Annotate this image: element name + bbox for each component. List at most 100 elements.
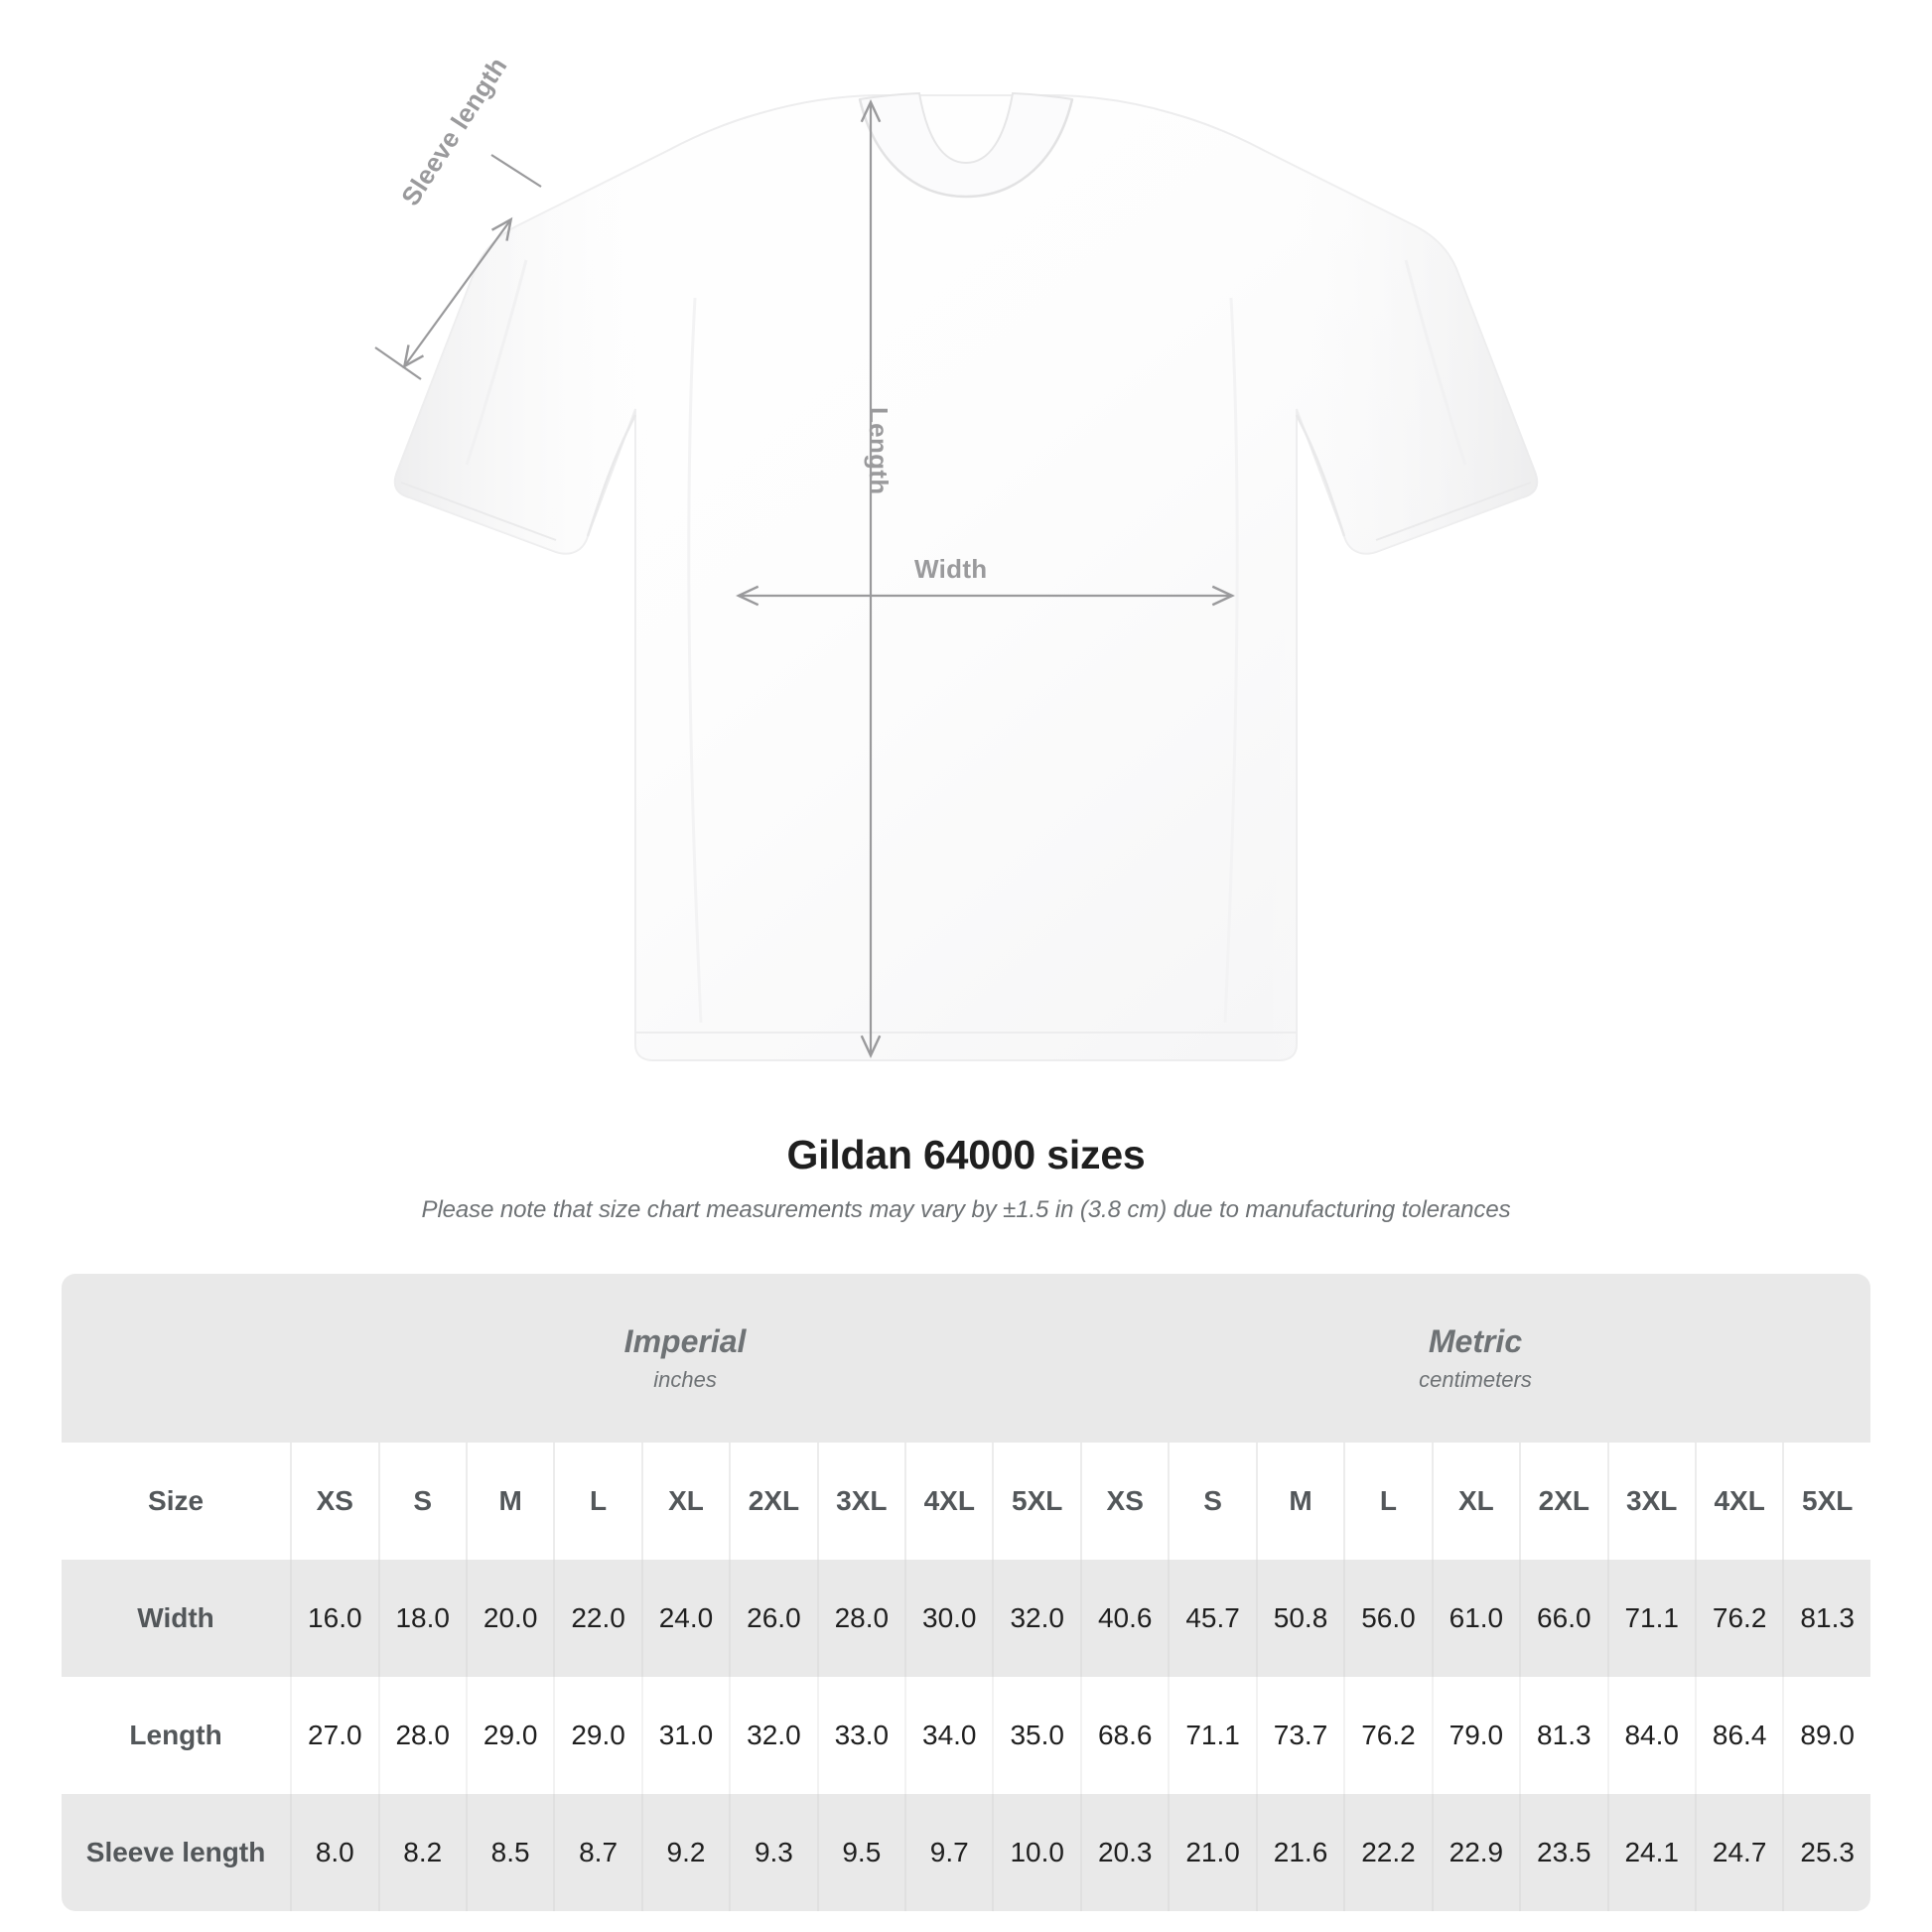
size-header-imperial-xl: XL	[640, 1443, 730, 1560]
size-header-metric-4xl: 4XL	[1694, 1443, 1783, 1560]
width-metric-xs: 40.6	[1079, 1560, 1169, 1677]
sleeve-imperial-xl: 9.2	[640, 1794, 730, 1911]
length-metric-4xl: 86.4	[1694, 1677, 1783, 1794]
table-row-sleeve-length: Sleeve length 8.0 8.2 8.5 8.7 9.2 9.3 9.…	[62, 1794, 1870, 1911]
row-label-sleeve-length: Sleeve length	[62, 1794, 291, 1911]
length-imperial-2xl: 32.0	[729, 1677, 817, 1794]
length-metric-l: 76.2	[1343, 1677, 1432, 1794]
width-imperial-xl: 24.0	[640, 1560, 730, 1677]
width-imperial-s: 18.0	[377, 1560, 466, 1677]
width-imperial-3xl: 28.0	[816, 1560, 905, 1677]
sleeve-tick-bottom	[374, 346, 422, 380]
sleeve-imperial-5xl: 10.0	[992, 1794, 1080, 1911]
length-label: Length	[864, 407, 894, 495]
size-header-metric-3xl: 3XL	[1606, 1443, 1695, 1560]
length-imperial-m: 29.0	[465, 1677, 554, 1794]
size-header-imperial-4xl: 4XL	[904, 1443, 993, 1560]
size-header-imperial-s: S	[377, 1443, 466, 1560]
sleeve-metric-2xl: 23.5	[1519, 1794, 1607, 1911]
length-imperial-3xl: 33.0	[816, 1677, 905, 1794]
tshirt-diagram: Sleeve length Length Width	[374, 52, 1539, 1061]
size-header-imperial-3xl: 3XL	[816, 1443, 905, 1560]
sleeve-dimension-line	[402, 216, 513, 369]
length-metric-xs: 68.6	[1079, 1677, 1169, 1794]
sleeve-imperial-3xl: 9.5	[816, 1794, 905, 1911]
size-table-wrapper: Imperial inches Metric centimeters Size …	[62, 1274, 1870, 1911]
length-imperial-s: 28.0	[377, 1677, 466, 1794]
length-imperial-4xl: 34.0	[904, 1677, 993, 1794]
width-imperial-2xl: 26.0	[729, 1560, 817, 1677]
size-header-metric-m: M	[1255, 1443, 1344, 1560]
unit-metric-sub: centimeters	[1419, 1367, 1532, 1393]
sleeve-imperial-2xl: 9.3	[729, 1794, 817, 1911]
length-metric-5xl: 89.0	[1782, 1677, 1870, 1794]
width-imperial-m: 20.0	[465, 1560, 554, 1677]
sleeve-imperial-xs: 8.0	[290, 1794, 378, 1911]
sleeve-metric-4xl: 24.7	[1694, 1794, 1783, 1911]
size-header-imperial-m: M	[465, 1443, 554, 1560]
width-metric-3xl: 71.1	[1606, 1560, 1695, 1677]
length-metric-s: 71.1	[1168, 1677, 1256, 1794]
row-label-width: Width	[62, 1560, 291, 1677]
length-metric-xl: 79.0	[1431, 1677, 1520, 1794]
size-header-row: Size XS S M L XL 2XL 3XL 4XL 5XL XS S M …	[62, 1443, 1870, 1560]
table-row-width: Width 16.0 18.0 20.0 22.0 24.0 26.0 28.0…	[62, 1560, 1870, 1677]
size-row-label: Size	[62, 1443, 291, 1560]
width-label: Width	[914, 554, 988, 584]
length-imperial-5xl: 35.0	[992, 1677, 1080, 1794]
width-metric-4xl: 76.2	[1694, 1560, 1783, 1677]
length-metric-m: 73.7	[1255, 1677, 1344, 1794]
unit-header-row: Imperial inches Metric centimeters	[62, 1274, 1870, 1443]
width-metric-s: 45.7	[1168, 1560, 1256, 1677]
width-imperial-l: 22.0	[553, 1560, 641, 1677]
size-header-metric-s: S	[1168, 1443, 1256, 1560]
sleeve-metric-s: 21.0	[1168, 1794, 1256, 1911]
sleeve-imperial-l: 8.7	[553, 1794, 641, 1911]
sleeve-metric-xs: 20.3	[1079, 1794, 1169, 1911]
sleeve-imperial-m: 8.5	[465, 1794, 554, 1911]
size-header-imperial-2xl: 2XL	[729, 1443, 817, 1560]
sleeve-metric-m: 21.6	[1255, 1794, 1344, 1911]
unit-imperial-sub: inches	[653, 1367, 717, 1393]
size-header-metric-xs: XS	[1079, 1443, 1169, 1560]
length-imperial-xs: 27.0	[290, 1677, 378, 1794]
sleeve-imperial-4xl: 9.7	[904, 1794, 993, 1911]
sleeve-metric-5xl: 25.3	[1782, 1794, 1870, 1911]
length-metric-3xl: 84.0	[1606, 1677, 1695, 1794]
size-header-imperial-l: L	[553, 1443, 641, 1560]
width-imperial-xs: 16.0	[290, 1560, 378, 1677]
row-label-length: Length	[62, 1677, 291, 1794]
width-imperial-4xl: 30.0	[904, 1560, 993, 1677]
unit-blank-cell	[62, 1274, 291, 1443]
tshirt-illustration	[374, 91, 1539, 1061]
sleeve-metric-l: 22.2	[1343, 1794, 1432, 1911]
width-metric-l: 56.0	[1343, 1560, 1432, 1677]
width-metric-m: 50.8	[1255, 1560, 1344, 1677]
unit-group-imperial: Imperial inches	[290, 1274, 1080, 1443]
size-header-imperial-xs: XS	[290, 1443, 378, 1560]
sleeve-metric-xl: 22.9	[1431, 1794, 1520, 1911]
unit-metric-name: Metric	[1428, 1322, 1523, 1359]
size-header-metric-l: L	[1343, 1443, 1432, 1560]
width-metric-5xl: 81.3	[1782, 1560, 1870, 1677]
size-table: Imperial inches Metric centimeters Size …	[62, 1274, 1870, 1911]
tolerance-note: Please note that size chart measurements…	[421, 1196, 1511, 1223]
unit-group-metric: Metric centimeters	[1079, 1274, 1870, 1443]
unit-imperial-name: Imperial	[623, 1322, 747, 1359]
length-imperial-l: 29.0	[553, 1677, 641, 1794]
length-metric-2xl: 81.3	[1519, 1677, 1607, 1794]
size-header-metric-5xl: 5XL	[1782, 1443, 1870, 1560]
size-header-imperial-5xl: 5XL	[992, 1443, 1080, 1560]
width-metric-2xl: 66.0	[1519, 1560, 1607, 1677]
length-imperial-xl: 31.0	[640, 1677, 730, 1794]
sleeve-metric-3xl: 24.1	[1606, 1794, 1695, 1911]
width-metric-xl: 61.0	[1431, 1560, 1520, 1677]
table-row-length: Length 27.0 28.0 29.0 29.0 31.0 32.0 33.…	[62, 1677, 1870, 1794]
width-imperial-5xl: 32.0	[992, 1560, 1080, 1677]
size-header-metric-xl: XL	[1431, 1443, 1520, 1560]
size-header-metric-2xl: 2XL	[1519, 1443, 1607, 1560]
tshirt-body	[393, 91, 1539, 1061]
page-title: Gildan 64000 sizes	[786, 1132, 1146, 1177]
sleeve-imperial-s: 8.2	[377, 1794, 466, 1911]
